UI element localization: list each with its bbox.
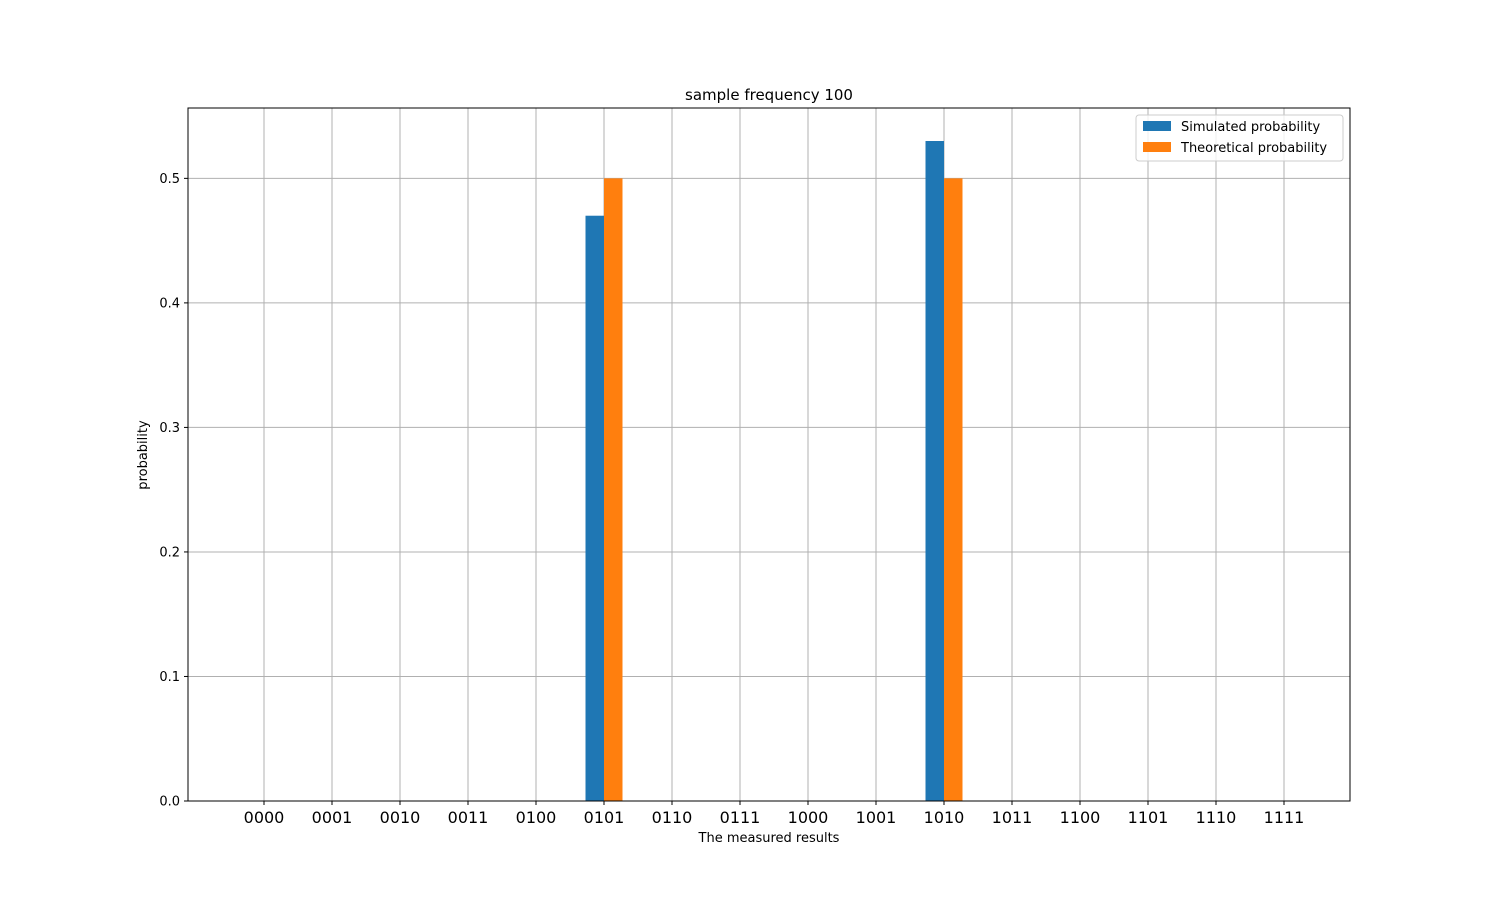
bar-theoretical-0101 (604, 178, 623, 801)
x-tick-label: 0000 (244, 808, 285, 827)
bar-simulated-0101 (585, 215, 604, 801)
legend-swatch-simulated (1143, 121, 1171, 131)
bar-theoretical-1010 (944, 178, 963, 801)
x-tick-label: 0101 (584, 808, 625, 827)
y-tick-label: 0.2 (159, 545, 180, 560)
x-tick-label: 0001 (312, 808, 353, 827)
y-tick-label: 0.0 (159, 795, 180, 810)
y-tick-label: 0.3 (159, 421, 180, 436)
x-tick-label: 1000 (788, 808, 829, 827)
x-tick-label: 1011 (992, 808, 1033, 827)
x-tick-label: 1100 (1060, 808, 1101, 827)
legend-swatch-theoretical (1143, 142, 1171, 152)
legend-box (1135, 114, 1344, 162)
legend: Simulated probability Theoretical probab… (1135, 114, 1344, 162)
bar-simulated-1010 (925, 141, 944, 801)
y-tick-label: 0.1 (159, 670, 180, 685)
x-tick-label: 0111 (720, 808, 761, 827)
chart-title: sample frequency 100 (685, 86, 853, 104)
y-axis-ticks: 0.0 0.1 0.2 0.3 0.4 0.5 (159, 172, 188, 810)
y-tick-label: 0.5 (159, 172, 180, 187)
x-tick-label: 0011 (448, 808, 489, 827)
x-tick-label: 1111 (1264, 808, 1305, 827)
x-tick-label: 1010 (924, 808, 965, 827)
x-tick-label: 0110 (652, 808, 693, 827)
x-axis-label: The measured results (698, 831, 840, 846)
x-tick-label: 1101 (1128, 808, 1169, 827)
legend-label-theoretical: Theoretical probability (1180, 141, 1327, 156)
x-tick-label: 0010 (380, 808, 421, 827)
x-axis-ticks: 0000 0001 0010 0011 0100 0101 0110 0111 1000 1001… (244, 801, 1305, 827)
x-tick-label: 0100 (516, 808, 557, 827)
x-tick-label: 1110 (1196, 808, 1237, 827)
y-tick-label: 0.4 (159, 296, 180, 311)
legend-label-simulated: Simulated probability (1181, 120, 1320, 135)
plot-frame (187, 107, 1351, 802)
y-axis-label: probability (136, 420, 151, 490)
bars (585, 141, 963, 801)
x-tick-label: 1001 (856, 808, 897, 827)
